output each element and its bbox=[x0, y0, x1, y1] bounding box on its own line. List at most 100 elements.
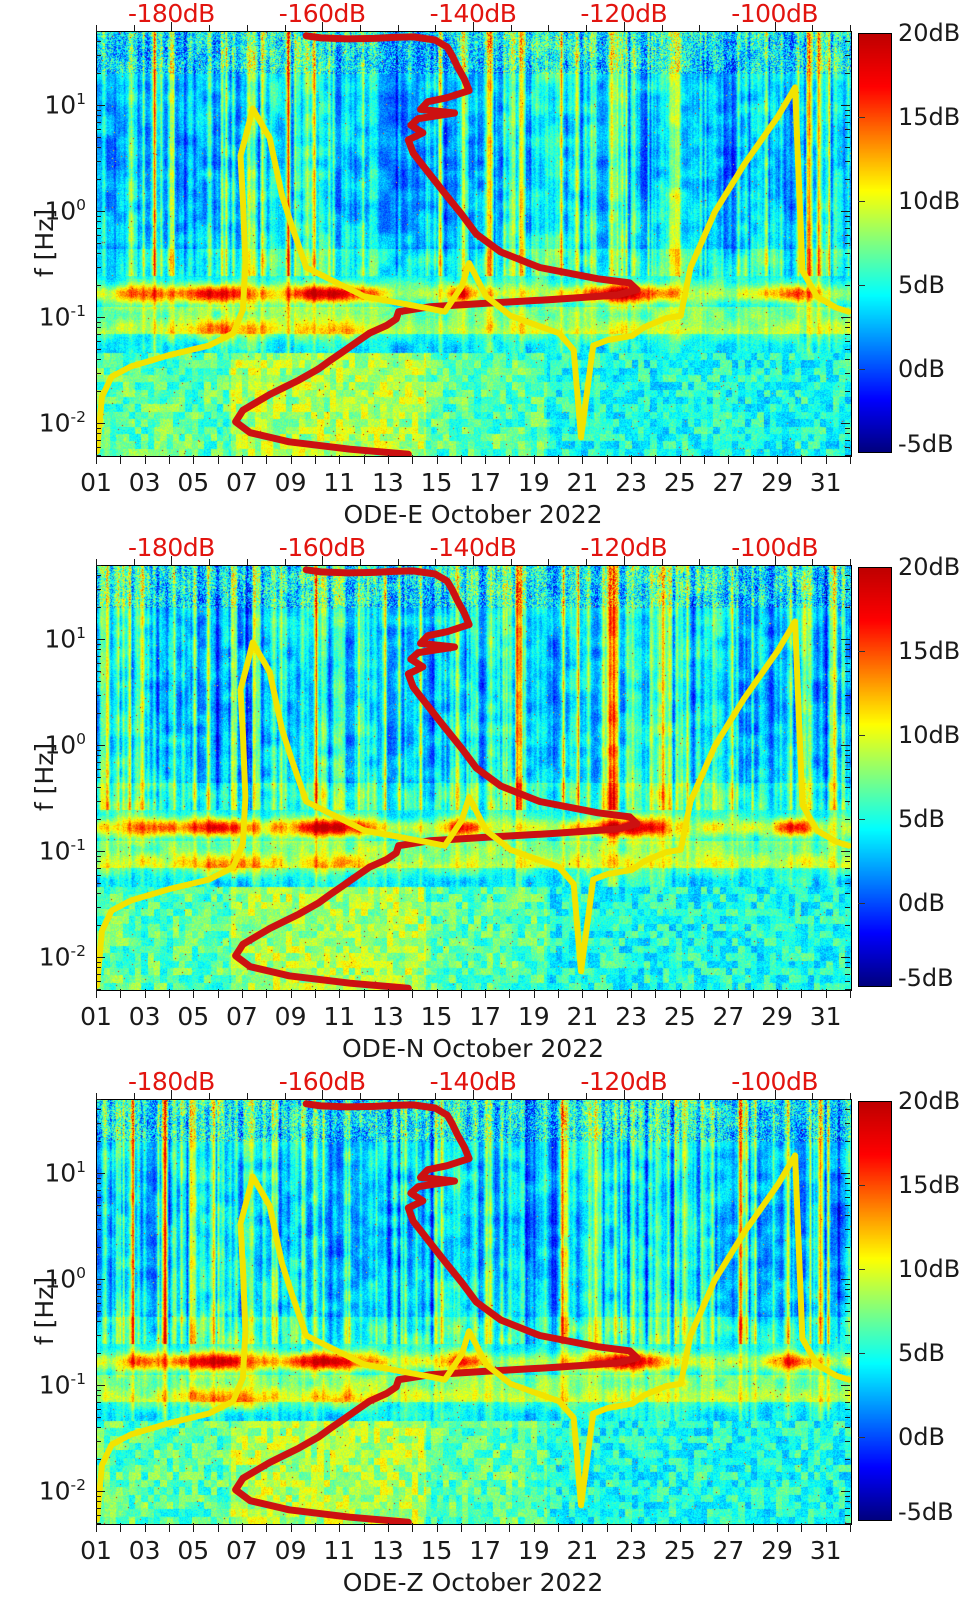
top-axis-tick bbox=[96, 25, 97, 31]
x-axis-tick bbox=[144, 455, 146, 464]
x-axis-tick bbox=[387, 455, 389, 464]
top-axis-label: -140dB bbox=[429, 0, 517, 28]
y-axis-tick bbox=[845, 285, 850, 287]
y-axis-tick bbox=[96, 1353, 101, 1355]
top-axis-tick bbox=[133, 1093, 135, 1099]
y-axis-tick bbox=[845, 372, 850, 374]
spectrogram-plot[interactable] bbox=[96, 31, 852, 457]
y-axis-tick bbox=[845, 359, 850, 361]
noise-model-curves bbox=[97, 566, 851, 990]
top-axis-tick bbox=[397, 559, 399, 565]
colorbar-tick-label: 15dB bbox=[898, 103, 961, 131]
colorbar-tick-label: 5dB bbox=[898, 1339, 945, 1367]
y-axis-tick bbox=[96, 211, 105, 213]
y-axis-tick bbox=[96, 105, 105, 107]
y-axis-tick bbox=[96, 787, 101, 789]
top-axis-tick bbox=[812, 559, 814, 565]
y-axis-tick bbox=[96, 31, 101, 32]
x-tick-label: 09 bbox=[274, 1536, 307, 1565]
top-axis-tick bbox=[586, 25, 588, 31]
x-axis-tick bbox=[825, 455, 827, 464]
y-axis-tick bbox=[845, 1523, 850, 1524]
top-axis-tick bbox=[96, 559, 97, 565]
y-axis-tick bbox=[96, 391, 101, 393]
y-axis-tick bbox=[841, 1279, 850, 1281]
top-axis-tick bbox=[850, 25, 851, 31]
y-axis-tick bbox=[845, 1247, 850, 1249]
y-axis-tick bbox=[845, 128, 850, 130]
colorbar-tick-label: 20dB bbox=[898, 553, 961, 581]
panel-ode-n: -180dB -160dB -140dB -120dB -100dB 101 100 10-1… bbox=[0, 534, 962, 1067]
y-axis-tick bbox=[845, 54, 850, 56]
nhnm-curve bbox=[232, 1100, 641, 1524]
y-tick-exponent: 1 bbox=[76, 624, 86, 643]
top-axis-tick bbox=[133, 25, 135, 31]
x-tick-label: 07 bbox=[226, 468, 258, 497]
x-tick-label: 07 bbox=[226, 1002, 258, 1031]
top-axis-tick bbox=[586, 1093, 588, 1099]
y-tick-label: 100 bbox=[44, 731, 86, 760]
y-axis-tick bbox=[845, 115, 850, 117]
top-axis-tick bbox=[736, 1093, 738, 1099]
x-tick-label: 05 bbox=[177, 1002, 210, 1031]
x-axis-tick bbox=[412, 989, 414, 998]
y-axis-tick bbox=[96, 855, 101, 857]
y-axis-tick bbox=[96, 179, 101, 181]
y-axis-tick bbox=[96, 333, 101, 335]
top-axis-label: -140dB bbox=[429, 1067, 517, 1096]
x-axis-tick bbox=[485, 455, 487, 464]
x-axis-tick bbox=[558, 455, 560, 464]
x-tick-label: 11 bbox=[323, 468, 356, 497]
top-axis-tick bbox=[548, 1093, 550, 1099]
x-axis-tick bbox=[290, 1523, 292, 1532]
colorbar-tick-label: -5dB bbox=[898, 430, 954, 458]
y-axis-tick bbox=[845, 1408, 850, 1410]
y-axis-tick bbox=[96, 1122, 101, 1124]
y-axis-tick bbox=[845, 160, 850, 162]
top-axis-tick bbox=[510, 25, 512, 31]
x-axis-tick bbox=[631, 1523, 633, 1532]
y-axis-tick bbox=[845, 1228, 850, 1230]
top-axis-tick bbox=[435, 1093, 437, 1099]
y-axis-tick bbox=[96, 349, 101, 350]
top-axis-tick bbox=[209, 25, 211, 31]
y-axis-tick bbox=[845, 1334, 850, 1336]
colorbar-tick-label: -5dB bbox=[898, 1498, 954, 1526]
y-tick-label: 101 bbox=[44, 625, 86, 654]
y-axis-tick bbox=[96, 115, 101, 117]
spectrogram-plot[interactable] bbox=[96, 1099, 852, 1525]
y-axis-tick bbox=[845, 221, 850, 223]
x-tick-label: 25 bbox=[663, 468, 696, 497]
y-axis-tick bbox=[96, 227, 101, 229]
x-tick-label: 21 bbox=[566, 1536, 599, 1565]
y-tick-mantissa: 10 bbox=[44, 1158, 77, 1188]
top-axis-tick bbox=[359, 559, 361, 565]
y-axis-tick bbox=[96, 1141, 101, 1143]
y-tick-mantissa: 10 bbox=[38, 408, 71, 438]
y-axis-tick bbox=[845, 1141, 850, 1143]
y-tick-mantissa: 10 bbox=[44, 1264, 77, 1294]
y-axis-tick bbox=[96, 745, 105, 747]
top-axis-tick bbox=[510, 1093, 512, 1099]
panel-ode-e: -180dB -160dB -140dB -120dB -100dB 101 100 10-1… bbox=[0, 0, 962, 533]
y-axis-tick bbox=[841, 639, 850, 641]
top-axis-tick bbox=[736, 25, 738, 31]
x-tick-label: 03 bbox=[128, 1536, 161, 1565]
y-tick-exponent: -2 bbox=[70, 942, 86, 961]
y-axis-tick bbox=[96, 874, 101, 876]
y-axis-tick bbox=[845, 179, 850, 181]
x-axis-tick bbox=[363, 455, 365, 464]
x-tick-label: 21 bbox=[566, 1002, 599, 1031]
top-axis-tick bbox=[322, 1090, 324, 1099]
y-tick-mantissa: 10 bbox=[44, 624, 77, 654]
y-axis-tick bbox=[96, 989, 101, 990]
top-axis-tick bbox=[359, 25, 361, 31]
x-axis-tick bbox=[96, 455, 97, 464]
colorbar-tick-label: 10dB bbox=[898, 187, 961, 215]
y-axis-tick bbox=[845, 1395, 850, 1397]
spectrogram-plot[interactable] bbox=[96, 565, 852, 991]
x-tick-label: 31 bbox=[809, 1002, 842, 1031]
y-axis-tick bbox=[96, 372, 101, 374]
y-axis-tick bbox=[845, 121, 850, 123]
y-axis-tick bbox=[96, 121, 101, 123]
